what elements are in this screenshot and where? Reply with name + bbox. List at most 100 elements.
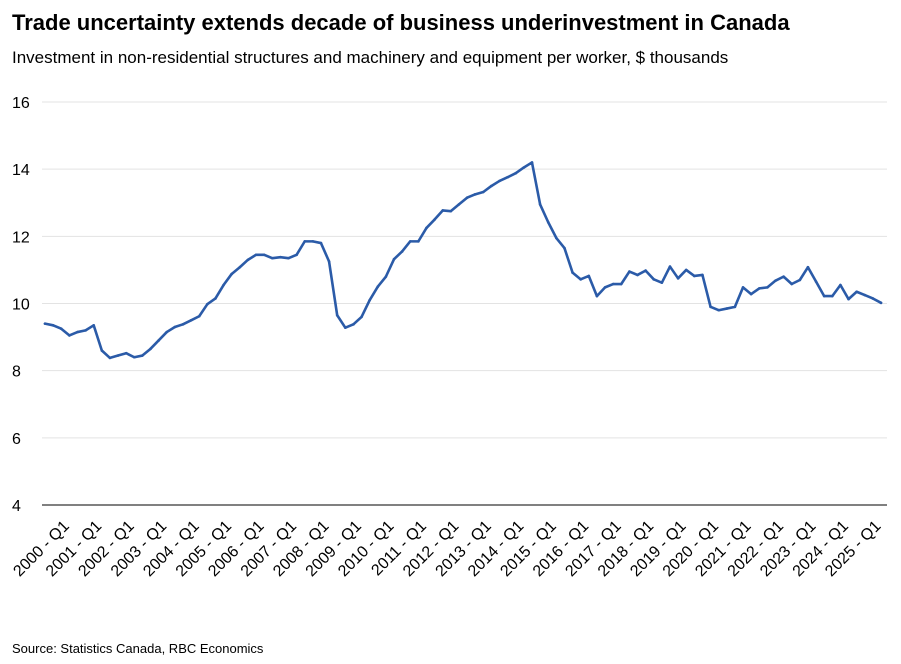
data-point	[749, 292, 753, 296]
data-point	[839, 283, 842, 287]
data-point	[725, 307, 729, 310]
data-point	[822, 294, 826, 298]
data-point	[238, 265, 242, 269]
data-point	[108, 356, 112, 360]
y-tick-label: 16	[12, 95, 30, 112]
data-point	[571, 271, 574, 274]
data-point	[879, 301, 883, 305]
data-point	[360, 315, 363, 319]
data-point	[157, 339, 160, 342]
data-point	[774, 279, 777, 282]
data-point	[465, 196, 469, 200]
data-point	[441, 209, 445, 212]
data-point	[514, 171, 518, 175]
data-point	[295, 253, 298, 257]
y-tick-label: 6	[12, 431, 21, 448]
data-point	[798, 278, 802, 282]
data-point	[335, 313, 339, 317]
data-point	[741, 286, 745, 289]
data-point	[847, 297, 850, 301]
data-point	[595, 294, 599, 298]
y-tick-label: 4	[12, 498, 21, 515]
data-point	[863, 293, 867, 297]
data-point	[230, 272, 233, 276]
data-point	[270, 256, 274, 260]
data-point	[100, 349, 104, 352]
data-point	[546, 220, 550, 224]
data-point	[831, 294, 834, 298]
data-point	[766, 286, 769, 289]
data-point	[149, 347, 152, 351]
data-point	[165, 330, 169, 334]
data-point	[173, 325, 177, 329]
data-point	[660, 281, 664, 284]
data-point	[733, 305, 737, 309]
data-point	[84, 329, 87, 332]
data-point	[417, 240, 420, 243]
data-point	[92, 324, 95, 327]
data-point	[855, 290, 858, 294]
data-point	[116, 354, 120, 357]
data-point	[59, 327, 63, 330]
data-point	[652, 278, 656, 281]
data-point	[319, 241, 323, 245]
data-point	[262, 253, 266, 257]
source-note: Source: Statistics Canada, RBC Economics	[12, 641, 264, 656]
data-point	[717, 308, 720, 312]
data-point	[400, 250, 404, 253]
data-point	[668, 265, 672, 268]
y-tick-label: 10	[12, 297, 30, 314]
data-point	[538, 203, 542, 206]
data-point	[206, 302, 209, 306]
data-point	[555, 236, 558, 240]
data-point	[636, 273, 639, 277]
series-line	[43, 161, 883, 360]
data-point	[303, 240, 307, 243]
data-point	[311, 240, 315, 243]
data-point	[433, 218, 436, 221]
data-point	[709, 305, 712, 309]
data-point	[352, 323, 355, 326]
data-point	[181, 323, 185, 326]
chart-title: Trade uncertainty extends decade of busi…	[12, 10, 790, 35]
data-point	[384, 275, 388, 278]
y-tick-label: 8	[12, 364, 21, 381]
data-point	[757, 287, 761, 290]
data-point	[214, 297, 217, 300]
data-point	[51, 324, 55, 327]
data-point	[628, 270, 631, 273]
data-point	[254, 253, 258, 257]
data-point	[790, 282, 794, 286]
data-point	[76, 330, 79, 334]
data-point	[644, 269, 647, 272]
data-point	[684, 268, 688, 272]
data-point	[124, 351, 128, 355]
data-point	[392, 257, 396, 261]
data-point	[449, 209, 453, 213]
y-tick-label: 12	[12, 229, 30, 246]
data-point	[611, 282, 615, 286]
data-point	[197, 314, 201, 318]
data-point	[376, 285, 380, 289]
data-point	[287, 256, 290, 260]
data-point	[344, 326, 347, 329]
data-point	[579, 278, 582, 281]
data-point	[490, 184, 493, 188]
data-point	[498, 179, 501, 183]
data-point	[506, 175, 509, 179]
data-point	[481, 190, 485, 194]
y-tick-label: 14	[12, 162, 30, 179]
data-point	[141, 354, 144, 357]
data-point	[814, 280, 818, 283]
data-point	[603, 286, 607, 289]
data-point	[368, 298, 371, 302]
data-point	[806, 265, 810, 269]
data-point	[457, 203, 461, 206]
data-point	[222, 283, 225, 287]
data-point	[132, 355, 136, 359]
data-point	[189, 318, 193, 322]
data-point	[246, 258, 250, 262]
gridlines	[42, 101, 887, 439]
